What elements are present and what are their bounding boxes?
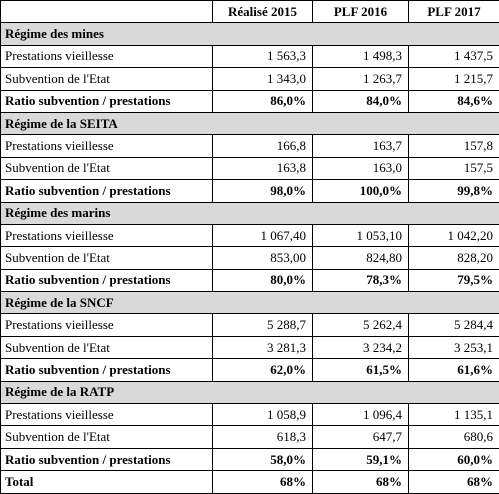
header-cell: PLF 2016: [313, 1, 409, 23]
label-cell: Ratio subvention / prestations: [1, 90, 213, 112]
section-title: Régime des mines: [1, 23, 499, 45]
section-row: Régime de la SNCF: [1, 292, 499, 314]
label-cell: Total: [1, 471, 213, 493]
header-cell: PLF 2017: [409, 1, 499, 23]
value-cell: 1 053,10: [313, 224, 409, 246]
label-cell: Subvention de l'Etat: [1, 68, 213, 90]
value-cell: 163,8: [213, 157, 313, 179]
value-cell: 3 281,3: [213, 336, 313, 358]
value-cell: 62,0%: [213, 359, 313, 381]
value-cell: 1 215,7: [409, 68, 499, 90]
value-cell: 1 135,1: [409, 404, 499, 426]
value-cell: 1 067,40: [213, 224, 313, 246]
label-cell: Prestations vieillesse: [1, 314, 213, 336]
value-cell: 824,80: [313, 247, 409, 269]
value-cell: 1 498,3: [313, 45, 409, 67]
header-cell: Réalisé 2015: [213, 1, 313, 23]
value-cell: 98,0%: [213, 180, 313, 202]
section-title: Régime de la RATP: [1, 381, 499, 403]
section-title: Régime de la SEITA: [1, 112, 499, 134]
label-cell: Subvention de l'Etat: [1, 336, 213, 358]
value-cell: 1 437,5: [409, 45, 499, 67]
value-cell: 647,7: [313, 426, 409, 448]
label-cell: Ratio subvention / prestations: [1, 448, 213, 470]
value-cell: 1 058,9: [213, 404, 313, 426]
header-row: Réalisé 2015 PLF 2016 PLF 2017: [1, 1, 499, 23]
value-cell: 68%: [409, 471, 499, 493]
value-cell: 828,20: [409, 247, 499, 269]
value-cell: 1 263,7: [313, 68, 409, 90]
label-cell: Subvention de l'Etat: [1, 426, 213, 448]
label-cell: Subvention de l'Etat: [1, 157, 213, 179]
label-cell: Prestations vieillesse: [1, 224, 213, 246]
value-cell: 163,0: [313, 157, 409, 179]
value-cell: 5 262,4: [313, 314, 409, 336]
value-cell: 3 234,2: [313, 336, 409, 358]
value-cell: 157,8: [409, 135, 499, 157]
value-cell: 5 288,7: [213, 314, 313, 336]
value-cell: 84,6%: [409, 90, 499, 112]
value-cell: 68%: [313, 471, 409, 493]
label-cell: Subvention de l'Etat: [1, 247, 213, 269]
value-cell: 853,00: [213, 247, 313, 269]
value-cell: 1 343,0: [213, 68, 313, 90]
value-cell: 68%: [213, 471, 313, 493]
value-cell: 61,5%: [313, 359, 409, 381]
value-cell: 680,6: [409, 426, 499, 448]
section-row: Régime de la RATP: [1, 381, 499, 403]
value-cell: 86,0%: [213, 90, 313, 112]
label-cell: Prestations vieillesse: [1, 45, 213, 67]
label-cell: Prestations vieillesse: [1, 135, 213, 157]
value-cell: 166,8: [213, 135, 313, 157]
value-cell: 79,5%: [409, 269, 499, 291]
section-row: Régime des marins: [1, 202, 499, 224]
section-title: Régime des marins: [1, 202, 499, 224]
value-cell: 78,3%: [313, 269, 409, 291]
value-cell: 157,5: [409, 157, 499, 179]
section-title: Régime de la SNCF: [1, 292, 499, 314]
value-cell: 80,0%: [213, 269, 313, 291]
value-cell: 59,1%: [313, 448, 409, 470]
value-cell: 1 042,20: [409, 224, 499, 246]
value-cell: 100,0%: [313, 180, 409, 202]
section-row: Régime de la SEITA: [1, 112, 499, 134]
section-row: Régime des mines: [1, 23, 499, 45]
value-cell: 618,3: [213, 426, 313, 448]
value-cell: 1 563,3: [213, 45, 313, 67]
value-cell: 163,7: [313, 135, 409, 157]
header-cell: [1, 1, 213, 23]
value-cell: 1 096,4: [313, 404, 409, 426]
label-cell: Ratio subvention / prestations: [1, 269, 213, 291]
label-cell: Prestations vieillesse: [1, 404, 213, 426]
value-cell: 61,6%: [409, 359, 499, 381]
value-cell: 99,8%: [409, 180, 499, 202]
label-cell: Ratio subvention / prestations: [1, 180, 213, 202]
value-cell: 60,0%: [409, 448, 499, 470]
value-cell: 84,0%: [313, 90, 409, 112]
value-cell: 58,0%: [213, 448, 313, 470]
label-cell: Ratio subvention / prestations: [1, 359, 213, 381]
value-cell: 5 284,4: [409, 314, 499, 336]
value-cell: 3 253,1: [409, 336, 499, 358]
